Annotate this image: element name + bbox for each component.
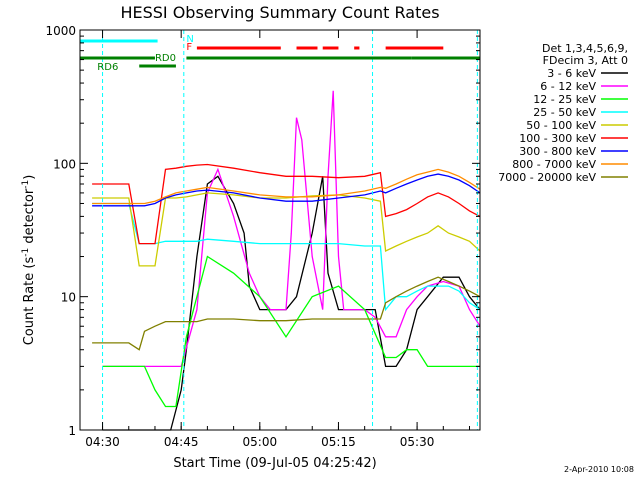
legend-label: 6 - 12 keV [540,80,596,93]
series-line [92,173,481,207]
x-axis-label: Start Time (09-Jul-05 04:25:42) [173,456,376,471]
y-tick-label: 100 [53,157,76,171]
legend: Det 1,3,4,5,6,9, FDecim 3, Att 0 3 - 6 k… [498,42,628,184]
series-line [92,168,481,205]
status-label: F [186,42,192,53]
legend-label: 300 - 800 keV [519,145,596,158]
legend-label: 3 - 6 keV [547,67,596,80]
y-label-part: Count Rate (s [22,257,37,346]
y-tick-label: 10 [61,291,76,305]
legend-header-1: Det 1,3,4,5,6,9, [542,42,628,55]
y-label-part: detector [22,188,37,248]
chart-title: HESSI Observing Summary Count Rates [120,3,439,22]
x-tick-label: 04:45 [164,435,199,449]
legend-label: 100 - 300 keV [519,132,596,145]
x-tick-label: 05:00 [243,435,278,449]
footer-timestamp: 2-Apr-2010 10:08 [564,465,634,474]
legend-label: 12 - 25 keV [533,93,596,106]
series-group [92,90,481,431]
series-line [102,255,480,408]
series-line [92,192,481,267]
y-tick-label: 1000 [45,24,76,38]
status-label: RD0 [155,53,176,64]
legend-label: 50 - 100 keV [526,119,596,132]
series-line [92,276,481,351]
status-label: N [186,34,193,45]
plot-area [80,30,480,430]
plot-frame [79,29,481,431]
series-line [92,163,481,245]
x-tick-label: 05:15 [321,435,356,449]
y-tick-label: 1 [68,424,76,438]
legend-label: 7000 - 20000 keV [498,171,596,184]
x-tick-label: 05:30 [400,435,435,449]
y-label-sup: -1 [21,180,31,189]
y-label-sup: -1 [21,248,31,257]
y-label-part: ) [22,175,37,180]
axes-group: 04:30 04:45 05:00 05:15 05:30 1 10 100 1000 [45,24,481,449]
annotation-group: NF RD0 RD6 [80,30,480,430]
y-axis-label: Count Rate (s-1 detector-1) [21,175,37,346]
plot-background [80,30,480,430]
legend-label: 25 - 50 keV [533,106,596,119]
legend-header-2: FDecim 3, Att 0 [543,54,628,67]
status-label: RD6 [97,62,118,73]
legend-label: 800 - 7000 keV [512,158,596,171]
x-tick-label: 04:30 [85,435,120,449]
series-line [102,90,481,368]
